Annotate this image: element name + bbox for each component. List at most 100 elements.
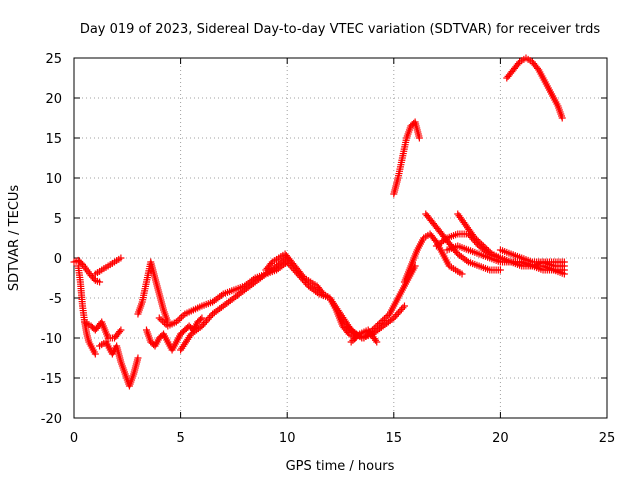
data-point xyxy=(351,335,359,343)
x-tick-label: 20 xyxy=(492,431,509,446)
data-point xyxy=(117,326,125,334)
data-point xyxy=(354,332,362,340)
data-point xyxy=(372,336,380,344)
data-point xyxy=(346,325,354,333)
series-arc-11 xyxy=(283,258,408,342)
data-point xyxy=(348,327,356,335)
data-point xyxy=(157,316,165,324)
series-arc-03 xyxy=(96,338,142,390)
series-arc-02 xyxy=(74,262,99,358)
data-point xyxy=(478,240,486,248)
y-tick-label: 5 xyxy=(54,212,62,227)
data-point xyxy=(343,322,351,330)
data-point xyxy=(375,320,383,328)
y-axis-label: SDTVAR / TECUs xyxy=(7,185,22,292)
data-point xyxy=(382,313,390,321)
data-point xyxy=(391,312,399,320)
data-point xyxy=(397,305,405,313)
data-point xyxy=(285,260,293,268)
plot-frame xyxy=(73,57,608,419)
data-point xyxy=(390,314,398,322)
data-point xyxy=(479,242,487,250)
data-point xyxy=(301,279,309,287)
data-point xyxy=(380,315,388,323)
data-point xyxy=(159,317,167,325)
data-point xyxy=(394,309,402,317)
series-arc-05 xyxy=(91,254,125,278)
data-point xyxy=(160,319,168,327)
data-point xyxy=(396,307,404,315)
axis-ticks: 0 5 10 15 20 25 -20 -15 -10 -5 0 5 10 15 20 25 xyxy=(41,52,616,446)
y-tick-label: 10 xyxy=(45,172,62,187)
data-point xyxy=(471,234,479,242)
data-point xyxy=(372,323,380,331)
y-tick-label: 25 xyxy=(45,52,62,67)
data-point xyxy=(286,261,294,269)
series-arc-14 xyxy=(390,118,423,198)
y-tick-label: -20 xyxy=(41,412,62,427)
data-point xyxy=(291,267,299,275)
data-point xyxy=(458,270,466,278)
data-point xyxy=(198,322,206,330)
data-point xyxy=(373,338,381,346)
data-point xyxy=(155,314,163,322)
data-point xyxy=(204,315,212,323)
y-tick-label: 15 xyxy=(45,132,62,147)
series-arc-13 xyxy=(347,326,381,346)
data-point xyxy=(384,312,392,320)
data-point xyxy=(202,317,210,325)
data-point xyxy=(345,324,353,332)
y-tick-label: -10 xyxy=(41,332,62,347)
data-point xyxy=(400,302,408,310)
data-point xyxy=(199,320,207,328)
data-point xyxy=(201,319,209,327)
y-tick-label: -15 xyxy=(41,372,62,387)
data-point xyxy=(399,304,407,312)
grid xyxy=(74,58,607,418)
data-point xyxy=(558,114,566,122)
x-tick-label: 15 xyxy=(386,431,403,446)
y-tick-label: -5 xyxy=(49,292,62,307)
data-point xyxy=(415,134,423,142)
data-point xyxy=(350,328,358,336)
series-arc-20 xyxy=(503,54,566,122)
data-point xyxy=(206,313,214,321)
data-point xyxy=(496,266,504,274)
data-point xyxy=(295,272,303,280)
data-point xyxy=(177,313,185,321)
series-arc-06 xyxy=(134,258,172,326)
data-point xyxy=(294,270,302,278)
series-arc-04 xyxy=(81,318,125,342)
data-point xyxy=(292,268,300,276)
data-point xyxy=(360,334,368,342)
data-point xyxy=(377,318,385,326)
series-arc-01 xyxy=(70,256,104,286)
data-point xyxy=(174,316,182,324)
data-point xyxy=(349,336,357,344)
data-point xyxy=(96,278,104,286)
data-point xyxy=(303,280,311,288)
data-point xyxy=(347,338,355,346)
x-tick-label: 5 xyxy=(176,431,184,446)
data-point xyxy=(134,354,142,362)
data-point xyxy=(196,315,204,323)
series-arc-15 xyxy=(400,230,466,286)
data-point xyxy=(300,277,308,285)
data-point xyxy=(207,312,215,320)
data-points xyxy=(70,54,568,390)
data-point xyxy=(560,262,568,270)
data-point xyxy=(473,236,481,244)
data-point xyxy=(198,314,206,322)
y-tick-label: 20 xyxy=(45,92,62,107)
data-point xyxy=(431,236,439,244)
data-point xyxy=(533,64,541,72)
data-point xyxy=(283,258,291,266)
y-tick-label: 0 xyxy=(54,252,62,267)
series-arc-21 xyxy=(496,246,568,270)
data-point xyxy=(476,239,484,247)
data-point xyxy=(116,328,124,336)
series-arc-09 xyxy=(177,254,291,354)
data-point xyxy=(172,318,180,326)
x-tick-label: 10 xyxy=(279,431,296,446)
